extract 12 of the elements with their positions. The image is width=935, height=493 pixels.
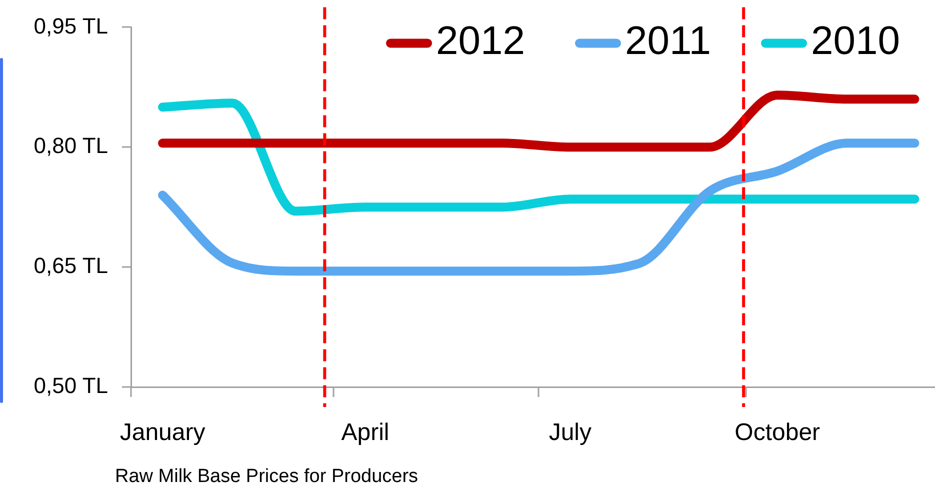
x-tick-label: July [548,419,592,446]
legend-label: 2011 [625,19,712,64]
x-tick-label: April [341,419,390,446]
x-tick-label: January [120,419,206,446]
y-tick-label: 0,95 TL [34,13,108,38]
legend-label: 2012 [436,19,525,64]
y-tick-label: 0,50 TL [34,373,108,398]
y-tick-label: 0,80 TL [34,133,108,158]
text: Raw Milk Base Prices for Producers [115,466,418,488]
x-tick-label: October [734,419,820,446]
y-tick-label: 0,65 TL [34,253,108,278]
legend-label: 2010 [811,19,900,64]
